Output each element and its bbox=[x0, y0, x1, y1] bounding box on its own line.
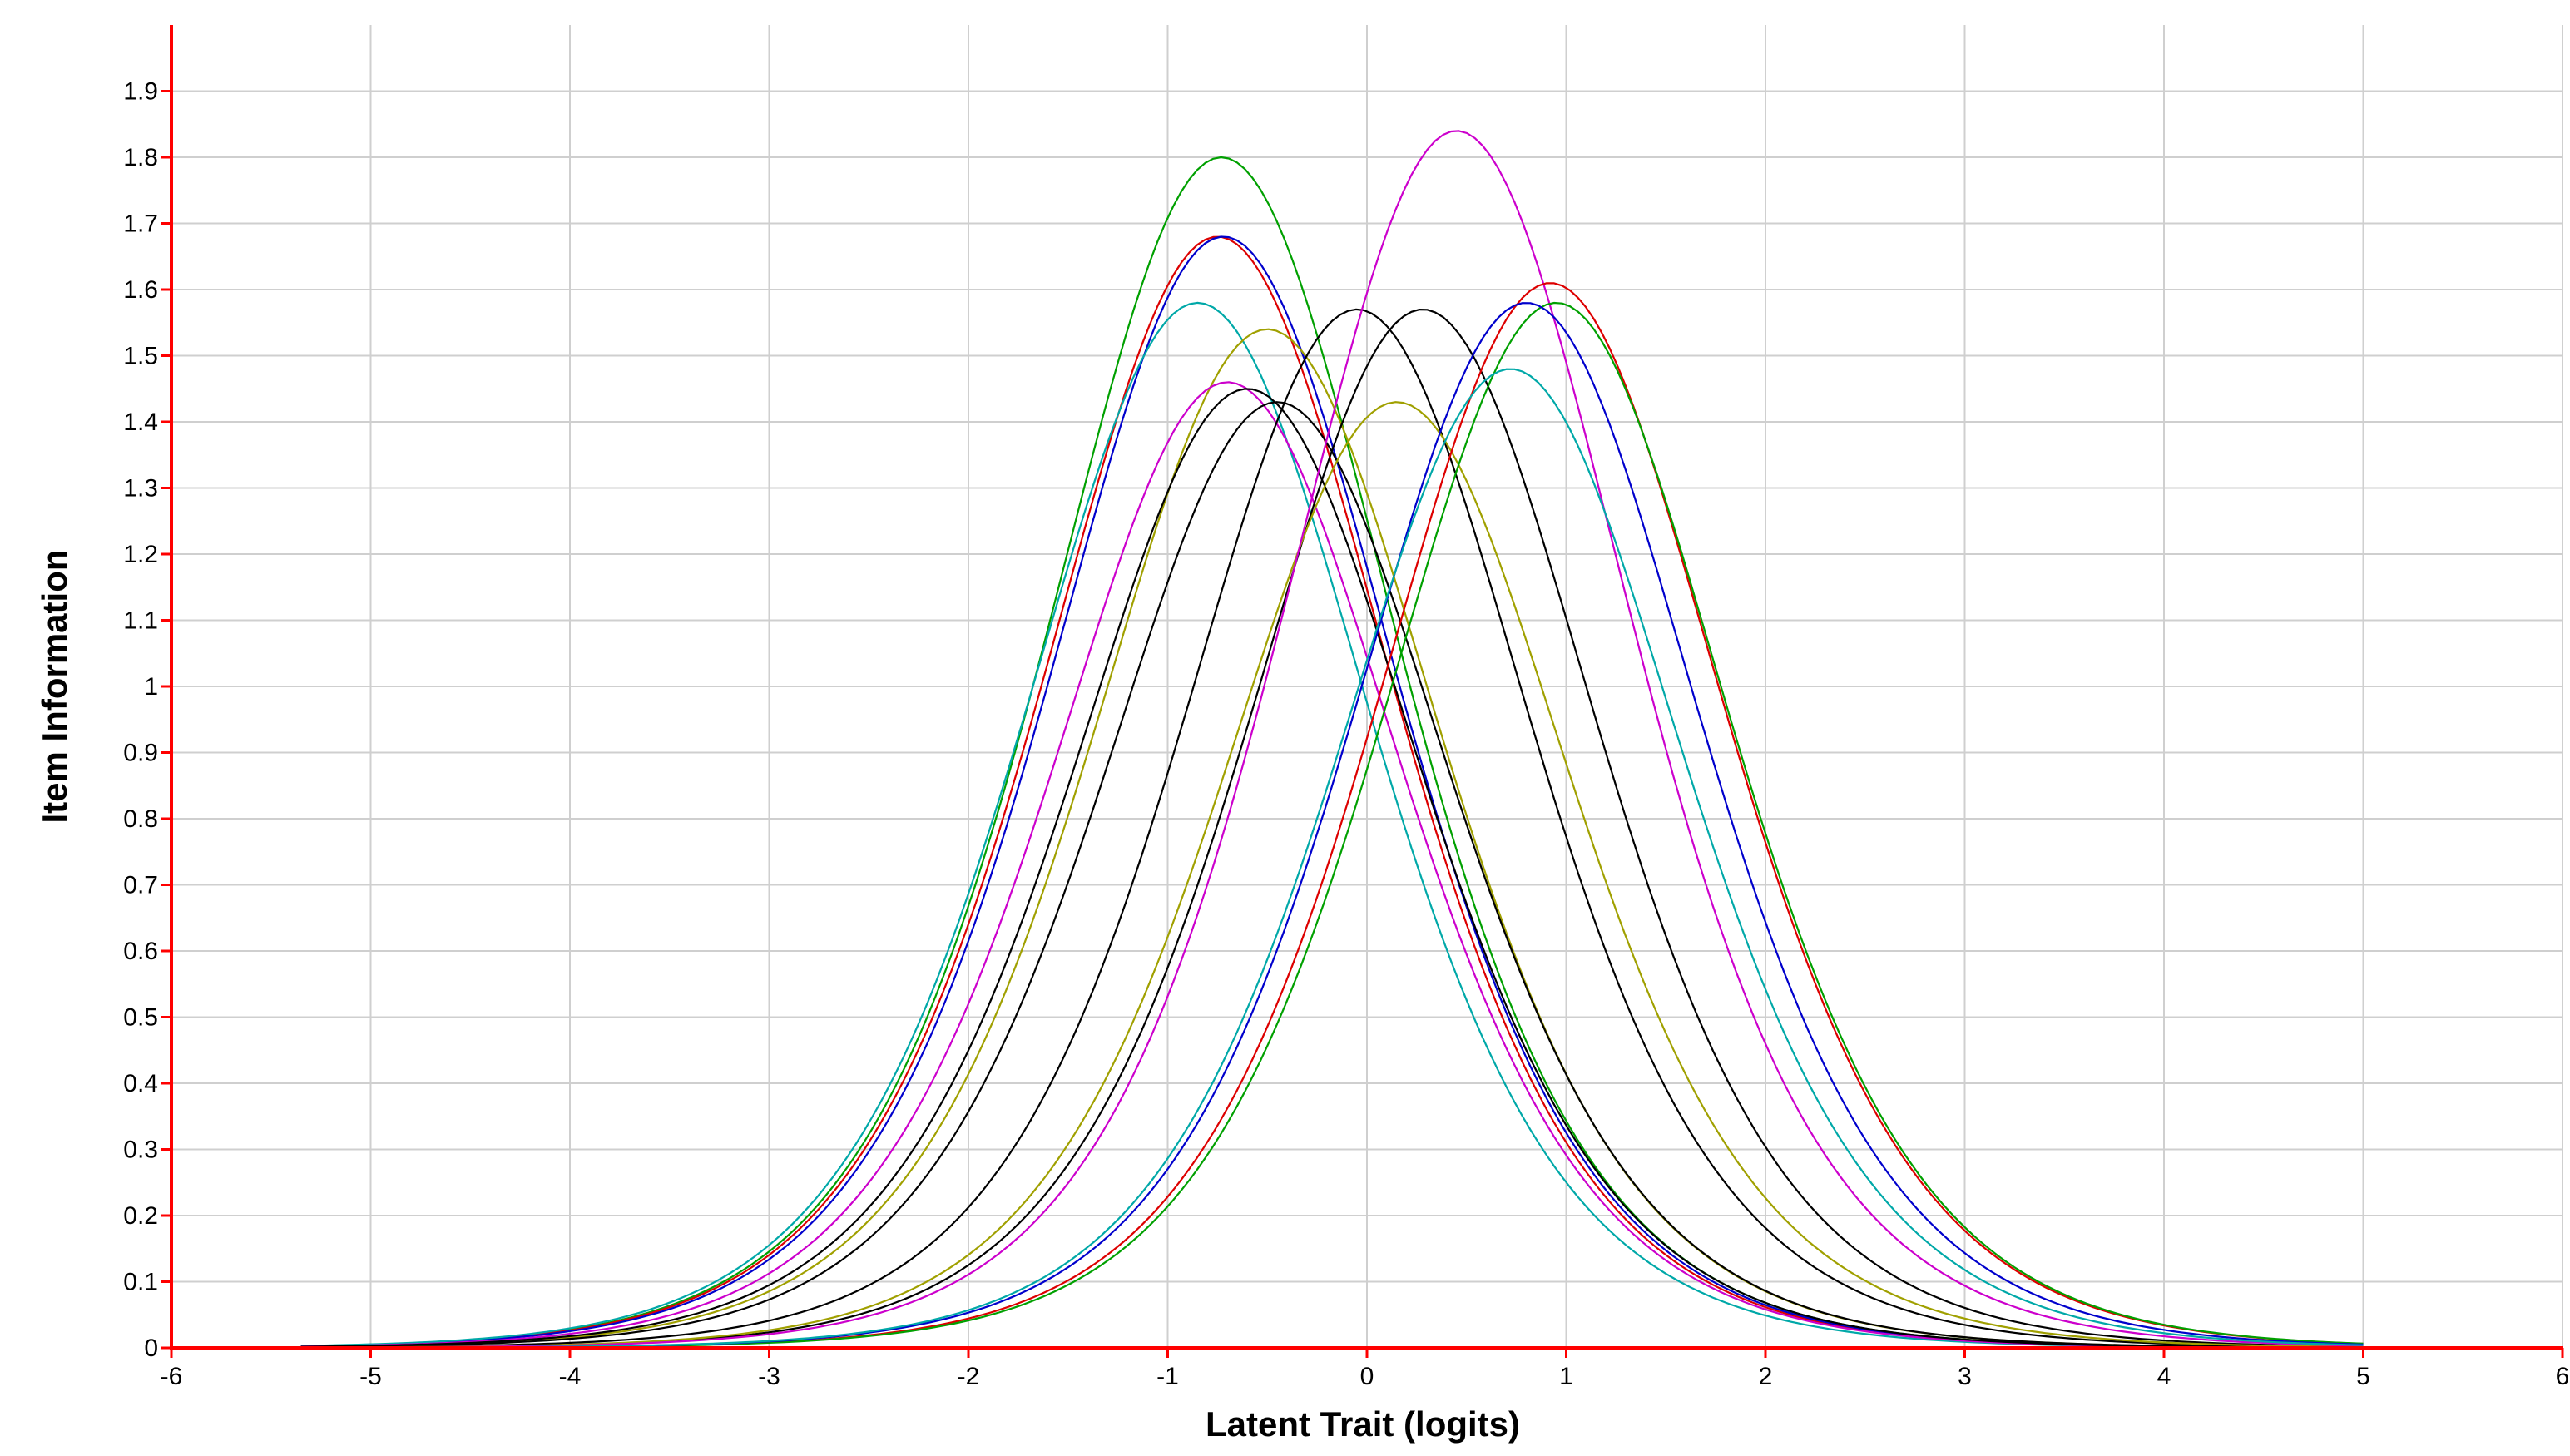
information-curve bbox=[300, 381, 2364, 1349]
y-tick-label: 1.2 bbox=[123, 541, 158, 568]
x-tick-label: 3 bbox=[1958, 1363, 1972, 1390]
information-curves bbox=[300, 130, 2364, 1349]
x-tick-label: 5 bbox=[2356, 1363, 2370, 1390]
x-tick-label: -6 bbox=[161, 1363, 183, 1390]
information-curve bbox=[300, 301, 2364, 1349]
x-tick-label: 1 bbox=[1559, 1363, 1573, 1390]
y-tick-label: 1.5 bbox=[123, 343, 158, 370]
x-tick-label: 2 bbox=[1759, 1363, 1773, 1390]
y-tick-label: 0.2 bbox=[123, 1202, 158, 1230]
information-curve bbox=[300, 302, 2364, 1349]
y-tick-label: 0.9 bbox=[123, 740, 158, 767]
grid-lines bbox=[171, 25, 2563, 1348]
x-tick-label: -4 bbox=[559, 1363, 582, 1390]
x-tick-label: -5 bbox=[359, 1363, 382, 1390]
x-tick-label: -2 bbox=[958, 1363, 980, 1390]
y-tick-label: 0.8 bbox=[123, 805, 158, 833]
information-curve bbox=[300, 368, 2364, 1349]
y-axis-title: Item Information bbox=[35, 549, 74, 823]
x-tick-label: 6 bbox=[2556, 1363, 2570, 1390]
y-tick-label: 1.9 bbox=[123, 78, 158, 106]
information-curve bbox=[300, 301, 2364, 1349]
x-tick-labels: -6 -5 -4 -3 -2 -1 0 1 2 3 4 5 6 bbox=[161, 1348, 2570, 1390]
x-tick-label: -3 bbox=[758, 1363, 780, 1390]
x-axis-title: Latent Trait (logits) bbox=[1206, 1404, 1520, 1444]
y-tick-label: 0.1 bbox=[123, 1269, 158, 1296]
y-tick-label: 0.6 bbox=[123, 938, 158, 965]
x-tick-label: -1 bbox=[1156, 1363, 1179, 1390]
y-tick-label: 1.1 bbox=[123, 607, 158, 635]
y-tick-label: 0 bbox=[144, 1335, 158, 1362]
information-curve bbox=[300, 401, 2364, 1349]
y-tick-label: 0.3 bbox=[123, 1137, 158, 1164]
y-tick-label: 1.6 bbox=[123, 276, 158, 304]
y-tick-label: 0.5 bbox=[123, 1004, 158, 1032]
y-tick-label: 0.4 bbox=[123, 1070, 158, 1097]
information-curve bbox=[300, 388, 2364, 1349]
information-curve bbox=[300, 308, 2364, 1349]
information-curve bbox=[300, 130, 2364, 1349]
y-tick-label: 1.8 bbox=[123, 144, 158, 171]
y-tick-label: 0.7 bbox=[123, 872, 158, 899]
y-tick-label: 1 bbox=[144, 673, 158, 701]
y-tick-labels: 0 0.1 0.2 0.3 0.4 0.5 0.6 0.7 0.8 0.9 1 1.1 1.2 1.3 1.… bbox=[123, 78, 171, 1362]
y-tick-label: 1.3 bbox=[123, 475, 158, 503]
y-tick-label: 1.7 bbox=[123, 210, 158, 238]
information-curve bbox=[300, 328, 2364, 1349]
x-tick-label: 0 bbox=[1360, 1363, 1374, 1390]
x-tick-label: 4 bbox=[2157, 1363, 2171, 1390]
y-tick-label: 1.4 bbox=[123, 409, 158, 436]
information-curve bbox=[300, 401, 2364, 1349]
